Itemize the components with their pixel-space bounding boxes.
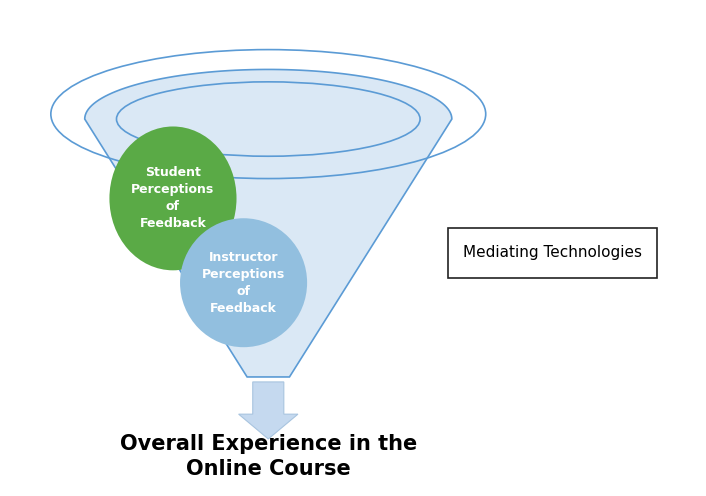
Ellipse shape	[180, 218, 307, 347]
Ellipse shape	[116, 82, 420, 156]
Ellipse shape	[109, 126, 237, 270]
Polygon shape	[239, 382, 298, 439]
Text: Student
Perceptions
of
Feedback: Student Perceptions of Feedback	[131, 166, 215, 231]
Text: Mediating Technologies: Mediating Technologies	[462, 246, 642, 260]
Text: Overall Experience in the
Online Course: Overall Experience in the Online Course	[119, 434, 417, 479]
Polygon shape	[85, 69, 452, 377]
Bar	[448, 228, 657, 278]
Text: Instructor
Perceptions
of
Feedback: Instructor Perceptions of Feedback	[202, 250, 285, 315]
